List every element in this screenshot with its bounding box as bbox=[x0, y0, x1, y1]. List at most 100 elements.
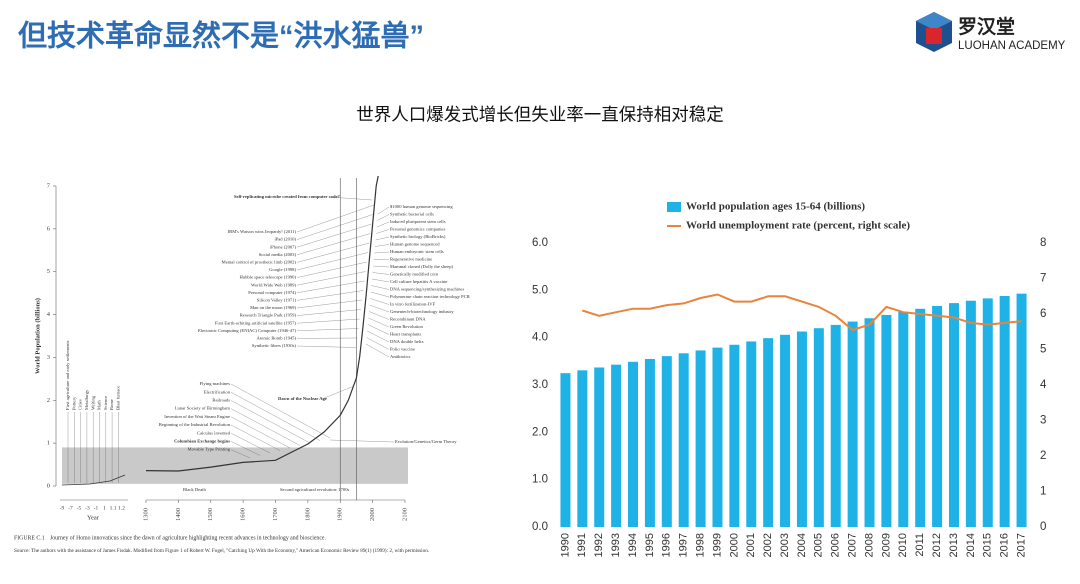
x-tick-label: 2014 bbox=[965, 533, 977, 557]
tech-label: Silicon Valley (1971) bbox=[257, 297, 297, 302]
bar bbox=[847, 321, 858, 527]
inset-label: Pottery bbox=[71, 396, 76, 410]
leader bbox=[296, 214, 373, 240]
leader bbox=[296, 261, 367, 278]
tech-label: Personal computer (1974) bbox=[248, 290, 296, 295]
y-tick-label: 4 bbox=[47, 311, 51, 318]
logo-name: 罗汉堂 bbox=[958, 16, 1015, 38]
bar bbox=[813, 328, 824, 527]
y-tick-label: 6 bbox=[47, 225, 51, 232]
x-tick-label: 2007 bbox=[847, 533, 859, 557]
leader bbox=[374, 251, 390, 254]
inset-tick-label: -7 bbox=[68, 505, 73, 511]
leader bbox=[374, 244, 390, 247]
leader bbox=[296, 252, 369, 271]
x-tick-label: 1990 bbox=[559, 533, 571, 557]
black-death-note: Black Death bbox=[183, 487, 207, 492]
tech-label: iPad (2010) bbox=[274, 237, 296, 242]
leader bbox=[377, 214, 390, 221]
tech-label: Research Triangle Park (1959) bbox=[240, 313, 297, 318]
leader bbox=[368, 311, 390, 320]
tech-label: World Wide Web (1989) bbox=[251, 282, 296, 287]
y-tick-label: 5 bbox=[47, 268, 50, 275]
y-tick-label: 2.0 bbox=[532, 426, 548, 438]
inset-label: Writing bbox=[90, 395, 95, 410]
y-tick-label: 0.0 bbox=[532, 521, 548, 533]
x-tick-label: 1997 bbox=[678, 533, 690, 557]
caption: Journey of Homo innovaticus since the da… bbox=[50, 534, 326, 541]
slide-title: 但技术革命显然不是“洪水猛兽” bbox=[18, 19, 424, 53]
y2-tick-label: 0 bbox=[1040, 521, 1046, 533]
leader bbox=[296, 299, 363, 309]
leader bbox=[296, 204, 375, 233]
leader bbox=[369, 304, 390, 313]
tech-label: Social media (2003) bbox=[259, 252, 297, 257]
x-tick-label: 2016 bbox=[999, 533, 1011, 557]
inset-tick-label: -9 bbox=[60, 505, 65, 511]
leader bbox=[321, 385, 355, 400]
y2-tick-label: 2 bbox=[1040, 450, 1046, 462]
bar bbox=[678, 353, 689, 527]
x-tick-label: 1991 bbox=[576, 533, 588, 557]
tech-label: Google (1998) bbox=[269, 267, 296, 272]
leader bbox=[230, 416, 291, 449]
inset-curve bbox=[61, 474, 126, 486]
leader bbox=[296, 318, 360, 324]
inset-label: First agriculture and early settlements bbox=[65, 340, 70, 410]
bar bbox=[830, 324, 841, 527]
y-tick-label: 0 bbox=[47, 482, 50, 489]
early-label: Electrification bbox=[204, 389, 231, 394]
tech-label: Synthetic fibers (1930s) bbox=[252, 343, 297, 348]
inset-label: Science bbox=[103, 396, 108, 410]
inset-tick-label: -5 bbox=[77, 505, 82, 511]
early-label: Columbian Exchange begins bbox=[174, 438, 230, 443]
tech-label: Atomic Bomb (1945) bbox=[256, 335, 296, 340]
bio-label: Antibiotics bbox=[390, 354, 411, 359]
bio-label: Personal genomics companies bbox=[390, 227, 446, 232]
leader bbox=[230, 392, 321, 441]
bio-label: $1000 human genome sequencing bbox=[390, 204, 453, 209]
leader bbox=[230, 449, 251, 459]
early-label: Invention of the Watt Steam Engine bbox=[164, 414, 230, 419]
y-axis-label: World Population (billions) bbox=[34, 298, 41, 374]
x-tick-label: 1993 bbox=[610, 533, 622, 557]
leader bbox=[296, 328, 359, 331]
logo-icon bbox=[916, 12, 952, 52]
bar bbox=[628, 361, 639, 527]
inset-tick-label: 1.2 bbox=[118, 505, 125, 511]
x-tick-label: 2006 bbox=[830, 533, 842, 557]
bar bbox=[729, 344, 740, 527]
early-label: Movable Type Printing bbox=[188, 447, 231, 452]
logo-sub: LUOHAN ACADEMY bbox=[958, 40, 1066, 52]
tech-label: IBM's Watson wins Jeopardy! (2011) bbox=[228, 229, 297, 234]
bar bbox=[1016, 293, 1027, 527]
leader bbox=[296, 271, 366, 286]
x-tick-label: 2017 bbox=[1015, 533, 1027, 557]
labor-chart: 0.0 1.0 2.0 3.0 4.0 5.0 6.0 0 1 2 3 4 5 6 7 8 1990 1991 19… bbox=[532, 201, 1047, 558]
x-tick-label: 1992 bbox=[593, 533, 605, 557]
y-tick-label: 1.0 bbox=[532, 474, 548, 486]
x-tick-label: 2011 bbox=[914, 533, 926, 557]
inset-label: Math bbox=[97, 400, 102, 410]
leader bbox=[296, 309, 361, 316]
y-tick-label: 5.0 bbox=[532, 284, 548, 296]
tech-label: Mental control of prosthetic limb (2002) bbox=[222, 259, 297, 264]
x-tick-label: 1994 bbox=[627, 533, 639, 557]
population-chart: 0 1 2 3 4 5 6 7 World Population (billions) 1300 1… bbox=[14, 175, 471, 554]
agri-note: Second agricultural revolution: 1700s bbox=[280, 487, 349, 492]
bar bbox=[881, 314, 892, 527]
bar bbox=[763, 338, 774, 527]
bar bbox=[712, 347, 723, 527]
leader bbox=[296, 233, 371, 255]
bio-label: Genentech-biotechnology industry bbox=[390, 309, 454, 314]
nuclear-note: Dawn of the Nuclear Age bbox=[278, 396, 327, 401]
bar bbox=[560, 373, 571, 527]
leader bbox=[230, 424, 281, 451]
bar bbox=[999, 296, 1010, 527]
legend-swatch bbox=[667, 202, 681, 212]
bio-label: In vitro fertilization-IVF bbox=[390, 302, 436, 307]
x-tick-label: 2012 bbox=[931, 533, 943, 557]
x-tick-label: 2000 bbox=[369, 508, 376, 521]
y2-tick-label: 1 bbox=[1040, 486, 1046, 498]
